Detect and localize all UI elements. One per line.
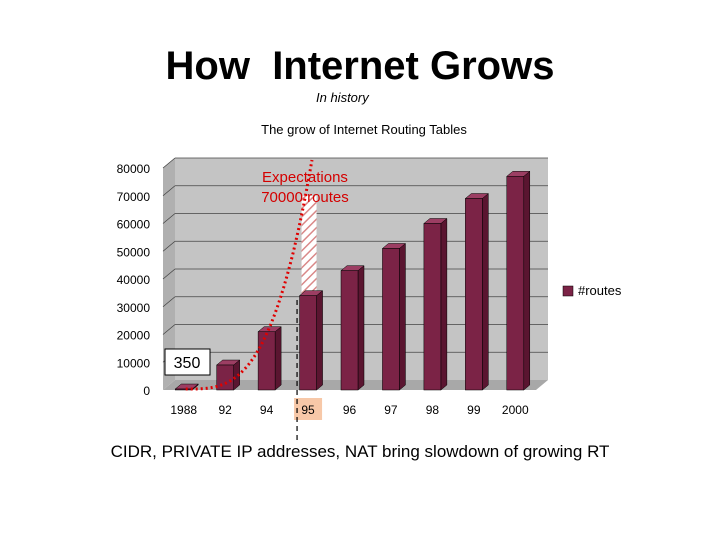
start-label-box	[164, 348, 211, 376]
x-tick-label: 94	[260, 403, 274, 417]
x-tick-label: 98	[426, 403, 440, 417]
expectation-curve	[185, 159, 314, 391]
bar-side	[274, 326, 282, 391]
bar-front	[299, 295, 317, 391]
x-tick-label: 99	[467, 403, 481, 417]
bar	[381, 242, 407, 391]
expectation-label: Expectations 70000 routes	[261, 169, 349, 206]
y-tick-label: 60000	[117, 218, 151, 232]
x-tick-label: 95	[301, 403, 315, 417]
bar-front	[174, 388, 193, 391]
y-tick-label: 20000	[117, 329, 151, 343]
grid-line	[162, 296, 176, 308]
expectation-label-line: Expectations	[262, 169, 348, 186]
grid-line	[162, 240, 176, 252]
grid-line	[162, 268, 176, 280]
grid-line	[162, 157, 176, 169]
y-tick-label: 80000	[117, 162, 151, 176]
grid-line	[162, 324, 176, 335]
slide-footer: CIDR, PRIVATE IP addresses, NAT bring sl…	[110, 442, 610, 461]
slide-subtitle: In history	[316, 90, 369, 105]
x-tick-label: 1988	[170, 403, 197, 417]
x-tick-highlight	[294, 398, 323, 420]
x-tick-label: 96	[343, 403, 357, 417]
bar-front	[423, 223, 442, 391]
legend-swatch	[562, 285, 574, 297]
x-tick-label: 97	[384, 403, 398, 417]
bar-front	[257, 331, 276, 391]
bar-side	[316, 290, 323, 391]
bar	[298, 290, 324, 391]
x-tick-label: 2000	[502, 403, 529, 417]
bar-front	[465, 198, 483, 391]
bar	[423, 217, 448, 391]
bar-side	[440, 217, 448, 391]
legend-label: #routes	[578, 283, 622, 298]
bar	[257, 326, 282, 391]
bar-side	[523, 170, 531, 391]
y-tick-label: 40000	[117, 273, 151, 287]
bar-front	[382, 248, 400, 391]
y-tick-label: 0	[143, 384, 150, 398]
start-label: 350	[174, 355, 201, 372]
bar	[506, 170, 531, 391]
y-tick-label: 50000	[117, 245, 151, 259]
bar	[340, 265, 365, 391]
grid-line	[162, 185, 176, 197]
bar	[464, 192, 490, 391]
y-tick-label: 10000	[117, 356, 151, 370]
bar-front	[340, 270, 359, 391]
bar-side	[399, 242, 406, 391]
x-tick-label: 92	[218, 403, 232, 417]
bar-side	[482, 192, 489, 391]
expectation-label-line: 70000 routes	[261, 189, 349, 206]
bar-side	[357, 265, 365, 391]
slide-title: How Internet Grows	[165, 44, 555, 88]
y-tick-label: 30000	[117, 301, 151, 315]
bar	[215, 359, 241, 391]
chart-title: The grow of Internet Routing Tables	[261, 122, 467, 137]
bar-front	[506, 176, 525, 391]
grid-line	[162, 213, 176, 224]
y-tick-label: 70000	[117, 190, 151, 204]
bar-front	[216, 364, 234, 391]
